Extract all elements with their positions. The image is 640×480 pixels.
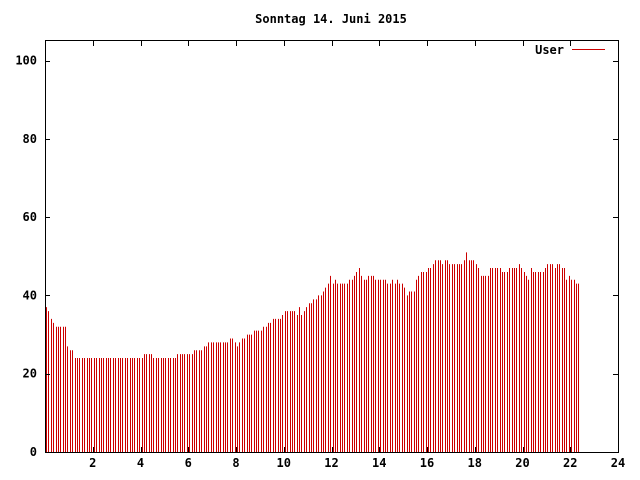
x-tick-label-8: 18	[468, 456, 482, 470]
y-tick-label-2: 40	[23, 288, 37, 302]
x-tick-label-0: 2	[89, 456, 96, 470]
y-tick-label-5: 100	[15, 54, 37, 68]
x-tick-label-7: 16	[420, 456, 434, 470]
x-tick-label-5: 12	[324, 456, 338, 470]
x-tick-label-10: 22	[563, 456, 577, 470]
x-tick-label-6: 14	[372, 456, 386, 470]
x-tick-label-1: 4	[137, 456, 144, 470]
legend: User	[535, 43, 605, 57]
y-tick-label-1: 20	[23, 367, 37, 381]
chart-title: Sonntag 14. Juni 2015	[255, 12, 407, 26]
bars-layer	[46, 252, 579, 452]
x-tick-label-4: 10	[277, 456, 291, 470]
y-tick-label-0: 0	[30, 445, 37, 459]
plot-frame	[45, 40, 619, 453]
x-tick-label-3: 8	[232, 456, 239, 470]
legend-label: User	[535, 43, 564, 57]
x-tick-label-9: 20	[515, 456, 529, 470]
y-tick-label-3: 60	[23, 210, 37, 224]
y-tick-label-4: 80	[23, 132, 37, 146]
x-tick-label-11: 24	[611, 456, 625, 470]
x-tick-label-2: 6	[185, 456, 192, 470]
